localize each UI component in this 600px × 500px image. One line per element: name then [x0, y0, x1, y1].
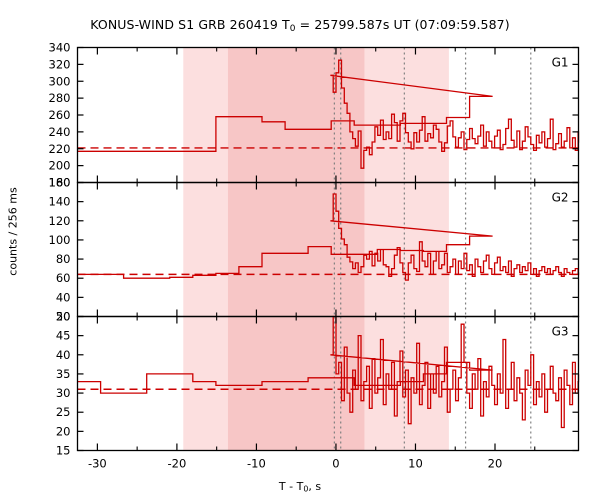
x-tick-label--20: -20 — [168, 457, 187, 471]
y-tick-label-G2-40: 40 — [56, 290, 71, 304]
y-tick-label-G2-20: 20 — [56, 310, 71, 324]
y-tick-label-G1-240: 240 — [49, 125, 71, 139]
lightcurve-trace-G3 — [77, 315, 580, 429]
lightcurve-trace-G1 — [77, 59, 580, 169]
y-tick-label-G3-25: 25 — [56, 405, 71, 419]
y-tick-label-G3-50: 50 — [56, 310, 71, 324]
y-tick-label-G2-100: 100 — [49, 233, 71, 247]
panel-label-G3: G3 — [552, 325, 569, 339]
y-tick-label-G1-220: 220 — [49, 142, 71, 156]
shaded-interval-0 — [183, 47, 228, 451]
panel-frame-G3 — [76, 315, 580, 452]
y-tick-label-G2-60: 60 — [56, 271, 71, 285]
y-tick-label-G1-340: 340 — [49, 41, 71, 55]
y-tick-label-G1-320: 320 — [49, 57, 71, 71]
y-tick-label-G3-30: 30 — [56, 386, 71, 400]
title-pre: KONUS-WIND S1 GRB 260419 T — [90, 17, 290, 32]
y-tick-label-G2-80: 80 — [56, 252, 71, 266]
x-axis-label: T - T0, s — [278, 480, 322, 494]
y-tick-label-G1-180: 180 — [49, 176, 71, 190]
x-tick-label--10: -10 — [247, 457, 266, 471]
panel-label-G2: G2 — [552, 191, 569, 205]
x-tick-label-0: 0 — [332, 457, 339, 471]
y-tick-label-G2-140: 140 — [49, 195, 71, 209]
y-tick-label-G3-40: 40 — [56, 348, 71, 362]
page-title: KONUS-WIND S1 GRB 260419 T0 = 25799.587s… — [0, 17, 600, 34]
y-tick-label-G2-160: 160 — [49, 176, 71, 190]
y-tick-label-G1-260: 260 — [49, 108, 71, 122]
panel-label-G1: G1 — [552, 56, 569, 70]
y-tick-label-G3-20: 20 — [56, 424, 71, 438]
y-tick-label-G3-45: 45 — [56, 329, 71, 343]
y-tick-label-G1-200: 200 — [49, 159, 71, 173]
y-tick-label-G3-15: 15 — [56, 444, 71, 458]
y-axis-label: counts / 256 ms — [6, 187, 20, 276]
x-tick-label-20: 20 — [488, 457, 503, 471]
y-tick-label-G3-35: 35 — [56, 367, 71, 381]
x-tick-label-10: 10 — [408, 457, 423, 471]
title-post: = 25799.587s UT (07:09:59.587) — [295, 17, 510, 32]
title-subscript: 0 — [289, 23, 296, 34]
lightcurve-trace-G2 — [77, 193, 580, 281]
y-tick-label-G1-280: 280 — [49, 91, 71, 105]
x-tick-label--30: -30 — [88, 457, 107, 471]
y-tick-label-G1-300: 300 — [49, 74, 71, 88]
y-tick-label-G2-120: 120 — [49, 214, 71, 228]
